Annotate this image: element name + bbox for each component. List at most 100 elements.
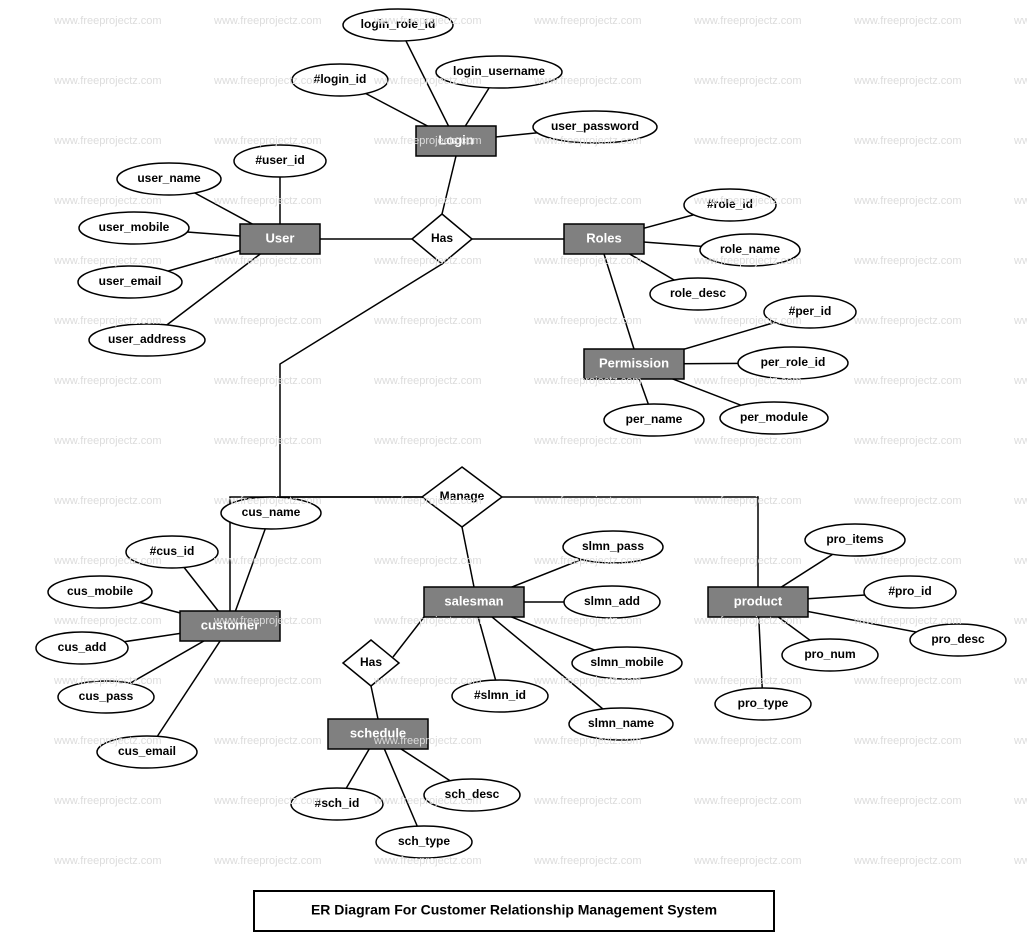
watermark-text: www.freeprojectz.com — [854, 555, 962, 567]
watermark-text: www.freeprojectz.com — [214, 75, 322, 87]
watermark-text: www.freeprojectz.com — [534, 135, 642, 147]
watermark-text: www.freeprojectz.com — [854, 495, 962, 507]
watermark-text: www.freeprojectz.com — [534, 315, 642, 327]
watermark-text: www.freeprojectz.com — [214, 795, 322, 807]
watermark-text: www.freeprojectz.com — [214, 615, 322, 627]
watermark-text: www.freeprojectz.com — [54, 135, 162, 147]
watermark-text: www.freeprojectz.com — [214, 255, 322, 267]
watermark-text: www.freeprojectz.com — [214, 15, 322, 27]
watermark-text: www.freeprojectz.com — [1014, 495, 1027, 507]
watermark-text: www.freeprojectz.com — [534, 675, 642, 687]
watermark-text: www.freeprojectz.com — [534, 495, 642, 507]
watermark-text: www.freeprojectz.com — [534, 615, 642, 627]
watermark-text: www.freeprojectz.com — [1014, 675, 1027, 687]
watermark-text: www.freeprojectz.com — [534, 435, 642, 447]
watermark-text: www.freeprojectz.com — [54, 75, 162, 87]
watermark-text: www.freeprojectz.com — [854, 315, 962, 327]
watermark-text: www.freeprojectz.com — [374, 555, 482, 567]
watermark-text: www.freeprojectz.com — [854, 15, 962, 27]
watermark-text: www.freeprojectz.com — [374, 495, 482, 507]
watermark-text: www.freeprojectz.com — [534, 195, 642, 207]
watermark-text: www.freeprojectz.com — [1014, 315, 1027, 327]
watermark-text: www.freeprojectz.com — [1014, 375, 1027, 387]
watermark-text: www.freeprojectz.com — [1014, 135, 1027, 147]
watermark-text: www.freeprojectz.com — [694, 135, 802, 147]
watermark-text: www.freeprojectz.com — [1014, 195, 1027, 207]
watermark-text: www.freeprojectz.com — [54, 435, 162, 447]
watermark-text: www.freeprojectz.com — [1014, 75, 1027, 87]
watermark-text: www.freeprojectz.com — [374, 315, 482, 327]
watermark-text: www.freeprojectz.com — [214, 375, 322, 387]
watermark-text: www.freeprojectz.com — [694, 735, 802, 747]
watermark-text: www.freeprojectz.com — [214, 675, 322, 687]
watermark-text: www.freeprojectz.com — [54, 255, 162, 267]
watermark-text: www.freeprojectz.com — [694, 75, 802, 87]
watermark-text: www.freeprojectz.com — [694, 855, 802, 867]
watermark-text: www.freeprojectz.com — [1014, 555, 1027, 567]
watermark-text: www.freeprojectz.com — [374, 435, 482, 447]
watermark-text: www.freeprojectz.com — [54, 675, 162, 687]
watermark-text: www.freeprojectz.com — [374, 735, 482, 747]
watermark-text: www.freeprojectz.com — [54, 195, 162, 207]
watermark-text: www.freeprojectz.com — [374, 615, 482, 627]
watermark-text: www.freeprojectz.com — [854, 375, 962, 387]
watermark-text: www.freeprojectz.com — [374, 15, 482, 27]
watermark-text: www.freeprojectz.com — [694, 495, 802, 507]
watermark-text: www.freeprojectz.com — [534, 255, 642, 267]
watermark-text: www.freeprojectz.com — [374, 135, 482, 147]
watermark-text: www.freeprojectz.com — [854, 795, 962, 807]
watermark-text: www.freeprojectz.com — [1014, 735, 1027, 747]
watermark-text: www.freeprojectz.com — [214, 195, 322, 207]
watermark-text: www.freeprojectz.com — [1014, 435, 1027, 447]
watermark-text: www.freeprojectz.com — [1014, 855, 1027, 867]
watermark-text: www.freeprojectz.com — [854, 615, 962, 627]
watermark-text: www.freeprojectz.com — [374, 75, 482, 87]
watermark-text: www.freeprojectz.com — [854, 675, 962, 687]
watermark-text: www.freeprojectz.com — [694, 795, 802, 807]
watermark-text: www.freeprojectz.com — [694, 195, 802, 207]
watermark-text: www.freeprojectz.com — [854, 195, 962, 207]
watermark-text: www.freeprojectz.com — [54, 375, 162, 387]
watermark-text: www.freeprojectz.com — [854, 735, 962, 747]
watermark-text: www.freeprojectz.com — [534, 555, 642, 567]
watermark-text: www.freeprojectz.com — [214, 495, 322, 507]
watermark-text: www.freeprojectz.com — [54, 555, 162, 567]
watermark-text: www.freeprojectz.com — [694, 15, 802, 27]
watermark-text: www.freeprojectz.com — [534, 15, 642, 27]
watermark-text: www.freeprojectz.com — [854, 75, 962, 87]
watermark-text: www.freeprojectz.com — [694, 315, 802, 327]
watermark-text: www.freeprojectz.com — [694, 675, 802, 687]
watermark-text: www.freeprojectz.com — [374, 675, 482, 687]
watermark-text: www.freeprojectz.com — [534, 375, 642, 387]
watermark-text: www.freeprojectz.com — [854, 135, 962, 147]
watermark-text: www.freeprojectz.com — [694, 255, 802, 267]
watermark-text: www.freeprojectz.com — [214, 855, 322, 867]
watermark-text: www.freeprojectz.com — [374, 795, 482, 807]
watermark-text: www.freeprojectz.com — [694, 615, 802, 627]
watermark-text: www.freeprojectz.com — [214, 135, 322, 147]
watermark-text: www.freeprojectz.com — [694, 555, 802, 567]
watermark-text: www.freeprojectz.com — [374, 855, 482, 867]
watermark-text: www.freeprojectz.com — [214, 735, 322, 747]
watermark-text: www.freeprojectz.com — [54, 315, 162, 327]
watermark-text: www.freeprojectz.com — [854, 255, 962, 267]
watermark-text: www.freeprojectz.com — [374, 255, 482, 267]
watermark-text: www.freeprojectz.com — [854, 435, 962, 447]
watermark-text: www.freeprojectz.com — [1014, 795, 1027, 807]
watermark-text: www.freeprojectz.com — [854, 855, 962, 867]
watermark-text: www.freeprojectz.com — [694, 375, 802, 387]
watermark-text: www.freeprojectz.com — [54, 615, 162, 627]
watermark-text: www.freeprojectz.com — [54, 795, 162, 807]
watermark-text: www.freeprojectz.com — [1014, 255, 1027, 267]
watermark-text: www.freeprojectz.com — [214, 555, 322, 567]
watermark-text: www.freeprojectz.com — [534, 855, 642, 867]
watermark-text: www.freeprojectz.com — [1014, 615, 1027, 627]
watermark-text: www.freeprojectz.com — [374, 375, 482, 387]
watermark-text: www.freeprojectz.com — [694, 435, 802, 447]
watermark-text: www.freeprojectz.com — [54, 495, 162, 507]
watermark-text: www.freeprojectz.com — [214, 435, 322, 447]
watermark-text: www.freeprojectz.com — [534, 795, 642, 807]
watermark-text: www.freeprojectz.com — [1014, 15, 1027, 27]
watermark-text: www.freeprojectz.com — [54, 855, 162, 867]
watermark-text: www.freeprojectz.com — [534, 735, 642, 747]
